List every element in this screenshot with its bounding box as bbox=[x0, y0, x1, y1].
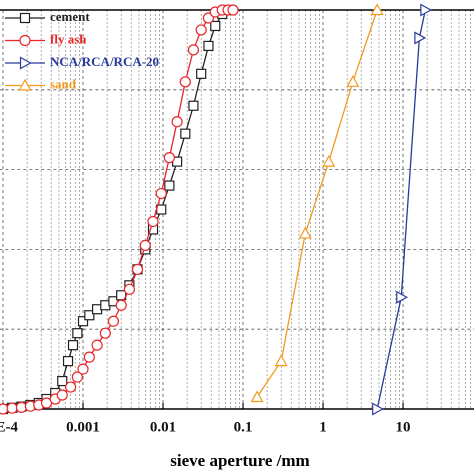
marker bbox=[72, 328, 83, 339]
marker bbox=[163, 152, 175, 164]
legend-label: NCA/RCA/RCA-20 bbox=[50, 54, 159, 69]
marker bbox=[414, 31, 427, 45]
x-tick-label: 10 bbox=[396, 419, 411, 435]
marker bbox=[77, 363, 89, 375]
series-line bbox=[2, 9, 229, 410]
marker bbox=[346, 75, 360, 87]
marker bbox=[196, 68, 207, 79]
marker bbox=[65, 381, 77, 393]
marker bbox=[298, 226, 312, 239]
marker bbox=[107, 315, 120, 327]
marker bbox=[195, 24, 207, 36]
series-line bbox=[376, 9, 426, 410]
marker bbox=[139, 239, 151, 252]
marker bbox=[62, 356, 74, 367]
marker bbox=[56, 389, 68, 401]
marker bbox=[91, 339, 103, 351]
x-tick-label: 1E-4 bbox=[0, 419, 19, 435]
marker bbox=[164, 180, 175, 191]
x-axis-label: sieve aperture /mm bbox=[170, 451, 309, 470]
marker bbox=[420, 3, 433, 17]
marker bbox=[203, 40, 214, 52]
legend-label: sand bbox=[50, 76, 77, 91]
marker bbox=[131, 263, 144, 275]
marker bbox=[227, 4, 239, 16]
marker bbox=[71, 371, 83, 383]
legend-marker bbox=[19, 12, 31, 24]
marker bbox=[83, 351, 95, 363]
marker bbox=[372, 402, 384, 416]
marker bbox=[99, 327, 111, 339]
marker bbox=[77, 316, 89, 327]
marker bbox=[274, 354, 288, 367]
x-tick-label: 0.1 bbox=[234, 419, 253, 435]
marker bbox=[322, 154, 336, 167]
marker bbox=[57, 375, 68, 387]
marker bbox=[6, 402, 18, 414]
legend-label: cement bbox=[50, 9, 90, 24]
marker bbox=[210, 20, 221, 32]
marker bbox=[250, 390, 264, 403]
marker bbox=[123, 283, 135, 295]
marker bbox=[370, 3, 384, 16]
marker bbox=[67, 340, 79, 351]
marker bbox=[171, 116, 183, 128]
marker bbox=[147, 215, 159, 228]
marker bbox=[115, 299, 127, 311]
marker bbox=[155, 187, 167, 200]
x-tick-label: 1 bbox=[319, 419, 327, 435]
x-tick-label: 0.01 bbox=[150, 419, 176, 435]
marker bbox=[396, 290, 409, 304]
marker bbox=[179, 76, 191, 88]
marker bbox=[187, 44, 200, 56]
marker bbox=[188, 100, 199, 111]
legend-marker bbox=[19, 56, 32, 70]
marker bbox=[84, 310, 95, 321]
legend-marker bbox=[19, 34, 31, 47]
marker bbox=[180, 128, 191, 139]
legend-marker bbox=[18, 78, 32, 91]
series-line bbox=[256, 9, 378, 398]
x-tick-label: 0.001 bbox=[66, 419, 100, 435]
legend-label: fly ash bbox=[50, 31, 87, 46]
